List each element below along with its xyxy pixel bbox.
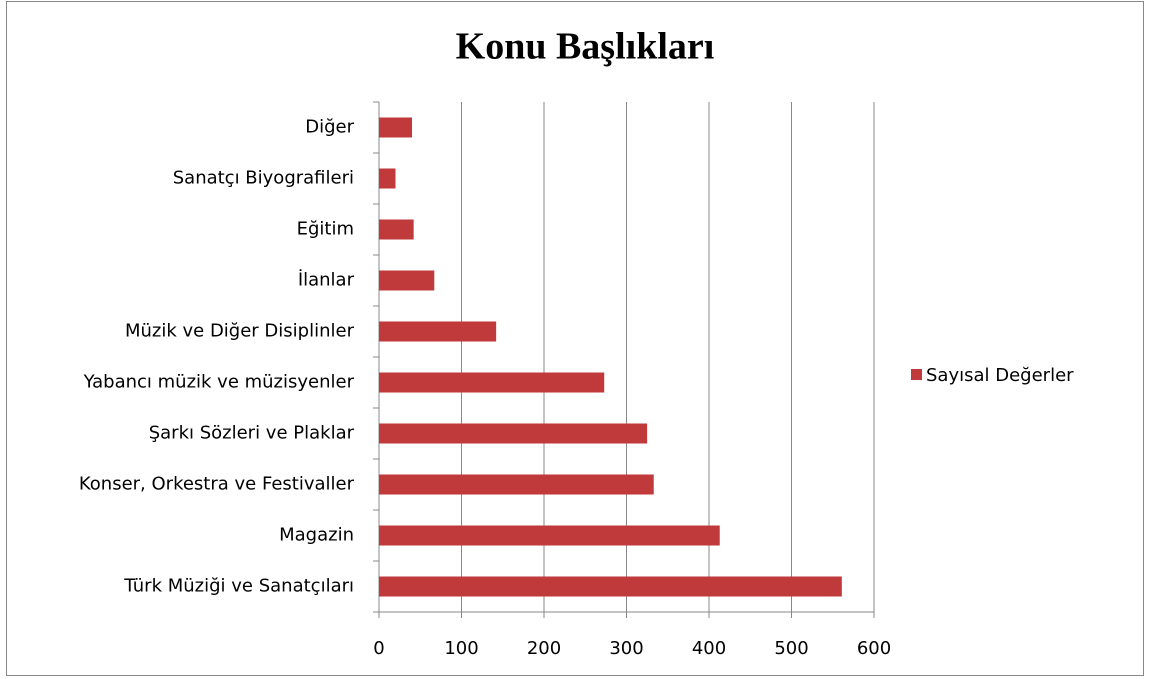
- chart-border: [6, 1, 1144, 676]
- x-tick-label: 500: [774, 638, 808, 659]
- bar: [379, 525, 720, 546]
- y-tick-label: Diğer: [305, 117, 354, 138]
- y-tick-label: Şarkı Sözleri ve Plaklar: [149, 423, 355, 444]
- x-tick-label: 200: [527, 638, 561, 659]
- bar: [379, 117, 412, 138]
- y-tick-label: İlanlar: [298, 270, 355, 291]
- legend-label: Sayısal Değerler: [926, 365, 1074, 386]
- bar: [379, 423, 648, 444]
- y-tick-label: Sanatçı Biyografileri: [173, 168, 354, 189]
- x-tick-label: 300: [609, 638, 643, 659]
- y-tick-label: Türk Müziği ve Sanatçıları: [123, 576, 354, 597]
- y-tick-label: Eğitim: [297, 219, 354, 240]
- chart-title: Konu Başlıkları: [456, 26, 715, 68]
- bar: [379, 372, 605, 393]
- x-tick-label: 400: [692, 638, 726, 659]
- x-tick-label: 0: [373, 638, 384, 659]
- y-tick-label: Yabancı müzik ve müzisyenler: [83, 372, 355, 393]
- bar: [379, 270, 435, 291]
- y-tick-label: Müzik ve Diğer Disiplinler: [125, 321, 355, 342]
- bar: [379, 219, 414, 240]
- legend-swatch: [911, 369, 922, 380]
- y-tick-label: Magazin: [279, 525, 354, 546]
- y-tick-label: Konser, Orkestra ve Festivaller: [79, 474, 355, 495]
- x-tick-label: 600: [857, 638, 891, 659]
- bar: [379, 576, 842, 597]
- bar: [379, 168, 396, 189]
- bar: [379, 474, 654, 495]
- bar: [379, 321, 497, 342]
- x-tick-label: 100: [444, 638, 478, 659]
